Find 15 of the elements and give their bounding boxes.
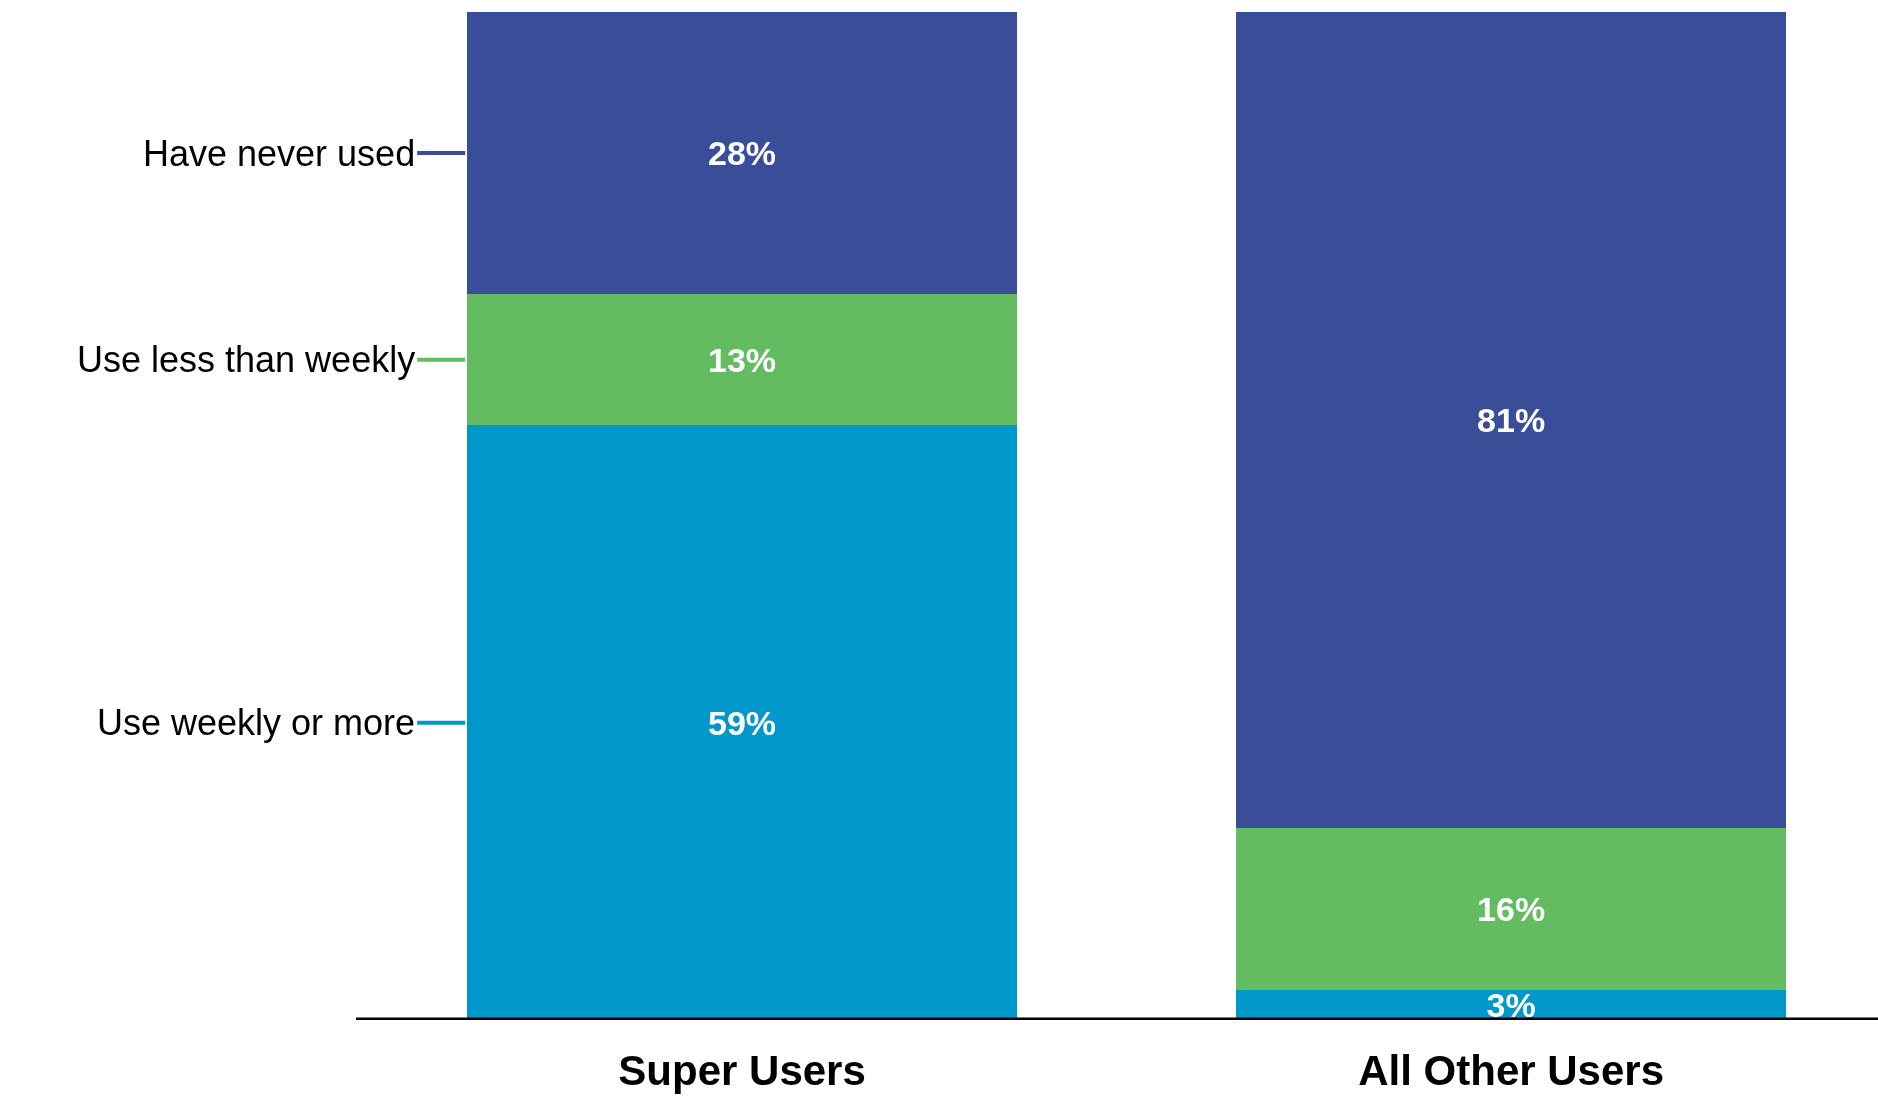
bar bbox=[467, 294, 1018, 426]
data-label: 59% bbox=[708, 703, 777, 742]
x-tick-label: All Other Users bbox=[1358, 1047, 1665, 1094]
data-label: 81% bbox=[1477, 401, 1546, 440]
legend-label: Use weekly or more bbox=[97, 702, 416, 743]
data-label: 13% bbox=[708, 340, 777, 379]
bar bbox=[1236, 828, 1787, 990]
legend-label: Have never used bbox=[143, 133, 416, 174]
bar bbox=[467, 12, 1018, 295]
data-label: 16% bbox=[1477, 890, 1546, 929]
data-label: 28% bbox=[708, 134, 777, 173]
data-label: 3% bbox=[1486, 985, 1536, 1024]
bar bbox=[1236, 12, 1787, 829]
x-tick-label: Super Users bbox=[618, 1047, 866, 1094]
legend-label: Use less than weekly bbox=[77, 339, 416, 380]
